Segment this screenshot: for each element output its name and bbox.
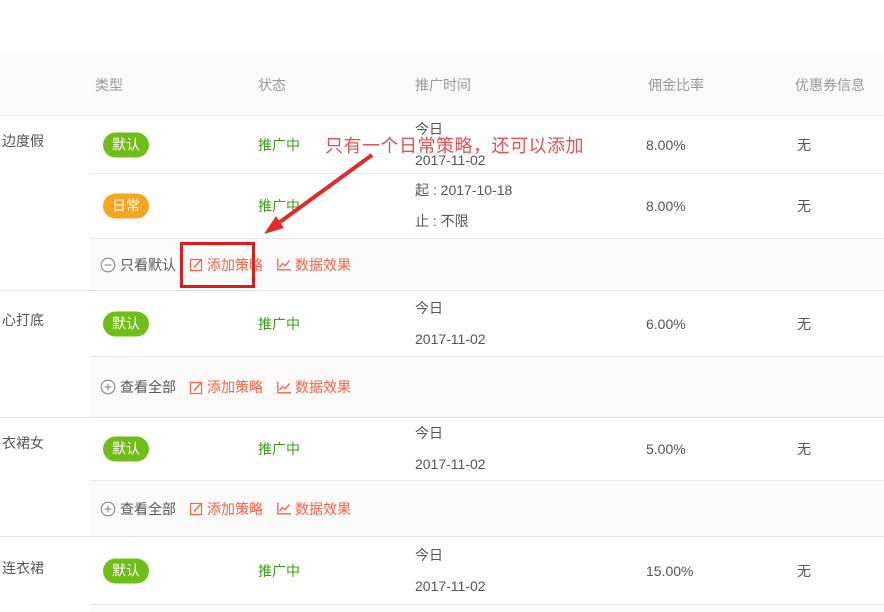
type-badge: 默认 (103, 436, 149, 462)
type-badge: 日常 (103, 193, 149, 218)
add-strategy-button[interactable]: 添加策略 (189, 255, 263, 275)
promo-time: 今日 2017-11-02 (415, 114, 486, 176)
promo-time: 今日 2017-11-02 (415, 293, 486, 355)
type-badge: 默认 (103, 558, 149, 583)
product-name: 心打底 (2, 312, 44, 328)
product-group-4: 连衣裙 默认 推广中 今日 2017-11-02 15.00% 无 (0, 537, 884, 612)
commission-rate: 5.00% (646, 441, 686, 457)
promo-time-line1: 起 : 2017-10-18 (415, 181, 513, 198)
toggle-view-label: 只看默认 (120, 256, 176, 273)
toggle-view-button[interactable]: 查看全部 (100, 377, 176, 397)
action-row: 只看默认 添加策略 数据效果 (90, 238, 884, 290)
circle-minus-icon (100, 257, 116, 272)
edit-square-icon (189, 502, 203, 516)
strategy-row: 默认 推广中 今日 2017-11-02 15.00% 无 (0, 537, 884, 604)
strategy-row: 默认 推广中 今日 2017-11-02 6.00% 无 (0, 291, 884, 356)
circle-plus-icon (100, 379, 116, 395)
column-header-coupon: 优惠券信息 (795, 76, 865, 93)
coupon-info: 无 (797, 441, 811, 457)
line-chart-icon (277, 258, 291, 271)
strategy-row: 默认 推广中 今日 2017-11-02 5.00% 无 (0, 418, 884, 480)
toggle-view-button[interactable]: 查看全部 (100, 499, 176, 519)
toggle-view-label: 查看全部 (120, 379, 176, 395)
promo-time-line2: 止 : 不限 (415, 212, 469, 229)
commission-rate: 15.00% (646, 562, 694, 579)
commission-rate: 6.00% (646, 315, 686, 332)
data-report-button[interactable]: 数据效果 (276, 255, 351, 275)
data-report-label: 数据效果 (295, 500, 351, 517)
toggle-view-button[interactable]: 只看默认 (100, 255, 176, 275)
column-header-type: 类型 (95, 76, 123, 93)
strategy-row: 日常 推广中 起 : 2017-10-18 止 : 不限 8.00% 无 (0, 173, 884, 238)
commission-rate: 8.00% (646, 136, 686, 153)
promo-time: 起 : 2017-10-18 止 : 不限 (415, 175, 512, 237)
column-header-status: 状态 (258, 76, 286, 93)
product-name: 连衣裙 (2, 560, 44, 576)
status-text: 推广中 (258, 136, 300, 153)
data-report-button[interactable]: 数据效果 (276, 499, 351, 519)
product-group-3: 衣裙女 默认 推广中 今日 2017-11-02 5.00% 无 (0, 418, 884, 537)
product-group-1: 边度假 默认 推广中 今日 2017-11-02 8.00% 无 日常 推广中 … (0, 116, 884, 291)
product-group-2: 心打底 默认 推广中 今日 2017-11-02 6.00% 无 (0, 291, 884, 418)
add-strategy-button[interactable]: 添加策略 (189, 499, 263, 519)
add-strategy-label: 添加策略 (207, 379, 263, 395)
product-name: 边度假 (2, 133, 44, 149)
promo-time-line1: 今日 (415, 299, 443, 316)
action-row: 查看全部 添加策略 数据效果 (90, 480, 884, 536)
coupon-info: 无 (797, 136, 811, 153)
promo-time: 今日 2017-11-02 (415, 540, 486, 602)
product-name: 衣裙女 (2, 435, 44, 451)
type-badge: 默认 (103, 132, 149, 157)
action-row-clipped (90, 604, 884, 612)
circle-plus-icon (100, 501, 116, 516)
status-text: 推广中 (258, 562, 300, 579)
add-strategy-label: 添加策略 (207, 500, 263, 517)
action-row: 查看全部 添加策略 数据效果 (90, 356, 884, 417)
add-strategy-label: 添加策略 (207, 256, 263, 273)
line-chart-icon (277, 381, 291, 393)
promo-time-line2: 2017-11-02 (415, 577, 486, 594)
coupon-info: 无 (797, 197, 811, 214)
table-header: 类型 状态 推广时间 佣金比率 优惠券信息 (0, 54, 884, 116)
toggle-view-label: 查看全部 (120, 500, 176, 517)
table-body: 边度假 默认 推广中 今日 2017-11-02 8.00% 无 日常 推广中 … (0, 116, 884, 612)
edit-square-icon (189, 381, 203, 394)
data-report-button[interactable]: 数据效果 (276, 377, 351, 397)
column-header-rate: 佣金比率 (648, 76, 704, 93)
row-divider (90, 173, 884, 174)
promo-time-line2: 2017-11-02 (415, 330, 486, 347)
column-header-time: 推广时间 (415, 76, 471, 93)
promo-time-line1: 今日 (415, 546, 443, 563)
data-report-label: 数据效果 (295, 256, 351, 273)
status-text: 推广中 (258, 441, 300, 457)
annotation-highlight-box (180, 242, 255, 288)
data-report-label: 数据效果 (295, 379, 351, 395)
coupon-info: 无 (797, 562, 811, 579)
promo-time-line1: 今日 (415, 120, 443, 137)
line-chart-icon (277, 502, 291, 515)
status-text: 推广中 (258, 315, 300, 332)
promo-time-line2: 2017-11-02 (415, 151, 486, 168)
coupon-info: 无 (797, 315, 811, 332)
commission-rate: 8.00% (646, 197, 686, 214)
status-text: 推广中 (258, 197, 300, 214)
add-strategy-button[interactable]: 添加策略 (189, 377, 263, 397)
annotation-note: 只有一个日常策略，还可以添加 (325, 136, 584, 156)
strategy-row: 默认 推广中 今日 2017-11-02 8.00% 无 (0, 116, 884, 173)
type-badge: 默认 (103, 311, 149, 336)
promo-time: 今日 2017-11-02 (415, 418, 486, 480)
edit-square-icon (189, 258, 203, 272)
promo-time-line2: 2017-11-02 (415, 456, 486, 472)
promo-time-line1: 今日 (415, 425, 443, 441)
